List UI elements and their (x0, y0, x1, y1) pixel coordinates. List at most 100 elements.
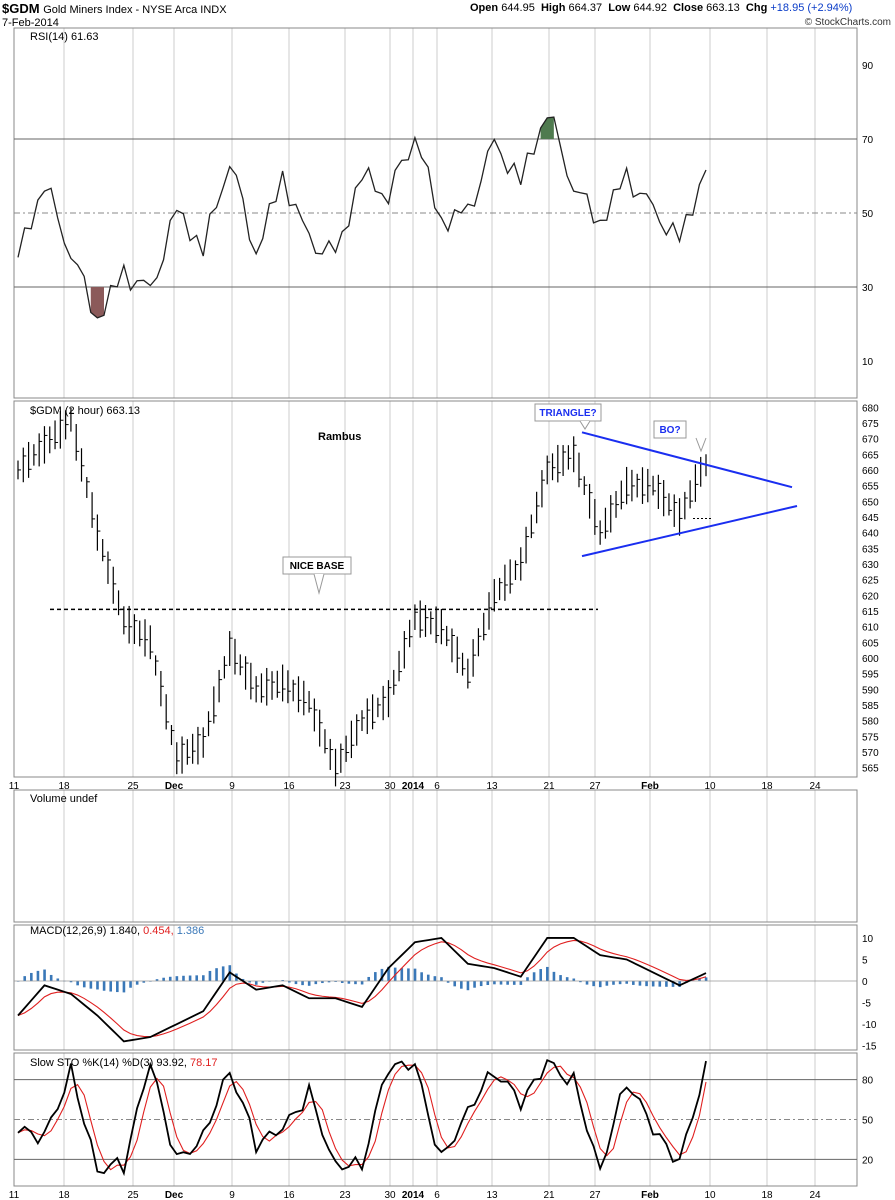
macd-hist-bar (440, 977, 443, 982)
price-tick-label: 650 (862, 497, 879, 508)
macd-hist-bar (658, 981, 662, 987)
macd-hist-bar (82, 981, 86, 988)
macd-tick-label: -15 (862, 1042, 877, 1053)
macd-hist-bar (241, 978, 245, 982)
author-label: Rambus (318, 431, 361, 443)
nice-base-callout-text: NICE BASE (290, 561, 345, 572)
macd-hist-bar (479, 981, 483, 987)
triangle-callout-text: TRIANGLE? (539, 408, 596, 419)
macd-label-signal: 0.454, (140, 925, 174, 937)
high-label: High (540, 2, 566, 14)
stockcharts-credit: © StockCharts.com (804, 17, 891, 28)
price-tick-label: 630 (862, 560, 879, 571)
macd-hist-bar (532, 972, 536, 982)
macd-hist-bar (678, 981, 681, 987)
macd-hist-bar (433, 976, 437, 982)
macd-hist-bar (301, 981, 304, 986)
macd-hist-bar (638, 981, 642, 986)
price-tick-label: 585 (862, 701, 879, 712)
x-tick-label: 18 (58, 1190, 70, 1200)
price-tick-label: 595 (862, 670, 879, 681)
macd-hist-bar (426, 974, 430, 982)
rsi-fill-zone (540, 117, 554, 139)
macd-hist-bar (413, 968, 417, 982)
bo-callout-text: BO? (659, 425, 680, 436)
symbol-header: $GDM Gold Miners Index - NYSE Arca INDX (2, 1, 227, 16)
rsi-tick-label: 10 (862, 357, 874, 368)
high-value: 664.37 (568, 2, 603, 14)
chart-date: 7-Feb-2014 (2, 17, 59, 29)
macd-hist-bar (188, 975, 192, 982)
x-tick-label: 6 (434, 781, 440, 792)
price-tick-label: 675 (862, 419, 879, 430)
macd-hist-bar (645, 981, 648, 987)
macd-hist-bar (23, 976, 27, 982)
macd-hist-bar (420, 972, 423, 982)
sto-tick-label: 20 (862, 1155, 874, 1166)
price-tick-label: 670 (862, 435, 879, 446)
x-tick-label: 27 (589, 1190, 601, 1200)
x-axis: 11 18 25 Dec 9 16 23 30 2014 6 13 21 27 Feb 10 18 24 11 18… (9, 781, 821, 1200)
volume-frame (13, 789, 858, 923)
x-tick-label: Feb (641, 781, 659, 792)
x-tick-label: 18 (58, 781, 70, 792)
macd-hist-bar (512, 981, 516, 985)
x-tick-label: 18 (761, 781, 773, 792)
macd-hist-bar (506, 981, 509, 985)
macd-hist-bar (552, 971, 556, 982)
macd-hist-bar (254, 981, 258, 985)
macd-hist-bar (340, 981, 344, 983)
macd-tick-label: 5 (862, 955, 868, 966)
macd-hist-bar (466, 981, 470, 991)
bo-callout: BO? (653, 420, 707, 453)
change-label: Chg (745, 2, 768, 14)
macd-hist-bar (248, 981, 251, 983)
macd-hist-bar (288, 981, 291, 983)
macd-hist-bar (698, 978, 701, 982)
macd-hist-bar (453, 981, 457, 987)
price-tick-label: 640 (862, 529, 879, 540)
x-tick-label: Dec (165, 1190, 184, 1200)
triangle-lower-trendline (581, 504, 798, 558)
x-tick-label: Dec (165, 781, 184, 792)
x-tick-label: 13 (486, 1190, 498, 1200)
panel-frames (13, 27, 858, 1187)
price-tick-label: 575 (862, 732, 879, 743)
macd-hist-bar (102, 981, 106, 991)
rsi-fill-zone (90, 287, 104, 318)
macd-panel: MACD(12,26,9) 1.840, 0.454, 1.386 10 5 0 -5… (14, 925, 877, 1053)
macd-hist-bar (76, 981, 79, 986)
macd-hist-bar (598, 981, 602, 988)
macd-hist-bar (493, 981, 496, 985)
macd-hist-bar (168, 976, 172, 982)
macd-hist-bar (665, 981, 668, 987)
x-tick-label: 2014 (402, 1190, 425, 1200)
price-panel: $GDM (2 hour) 663.13 Rambus 680 675 670 665… (17, 403, 879, 787)
macd-hist-bar (56, 978, 60, 982)
macd-hist-bar (446, 981, 450, 983)
x-tick-label: 10 (704, 1190, 716, 1200)
macd-hist-bar (43, 969, 46, 982)
price-tick-label: 590 (862, 685, 879, 696)
macd-signal-line (17, 939, 707, 1038)
macd-hist-bar (142, 981, 146, 983)
sto-tick-label: 80 (862, 1076, 874, 1087)
macd-frame (13, 924, 858, 1051)
price-tick-label: 645 (862, 513, 879, 524)
macd-hist-bar (175, 976, 179, 982)
symbol: $GDM (2, 1, 40, 16)
macd-hist-bar (208, 970, 212, 982)
macd-hist-bar (327, 981, 331, 983)
macd-hist-bar (314, 981, 318, 985)
macd-hist-bar (572, 978, 576, 982)
x-tick-label: 9 (229, 1190, 235, 1200)
macd-hist-bar (129, 981, 132, 988)
x-tick-label: 9 (229, 781, 235, 792)
rsi-line (17, 116, 707, 319)
macd-hist-bar (526, 977, 529, 982)
macd-hist-bar (122, 981, 126, 993)
macd-hist-bar (334, 981, 337, 982)
macd-label: MACD(12,26,9) 1.840, 0.454, 1.386 (30, 925, 204, 937)
macd-tick-label: 10 (862, 934, 874, 945)
